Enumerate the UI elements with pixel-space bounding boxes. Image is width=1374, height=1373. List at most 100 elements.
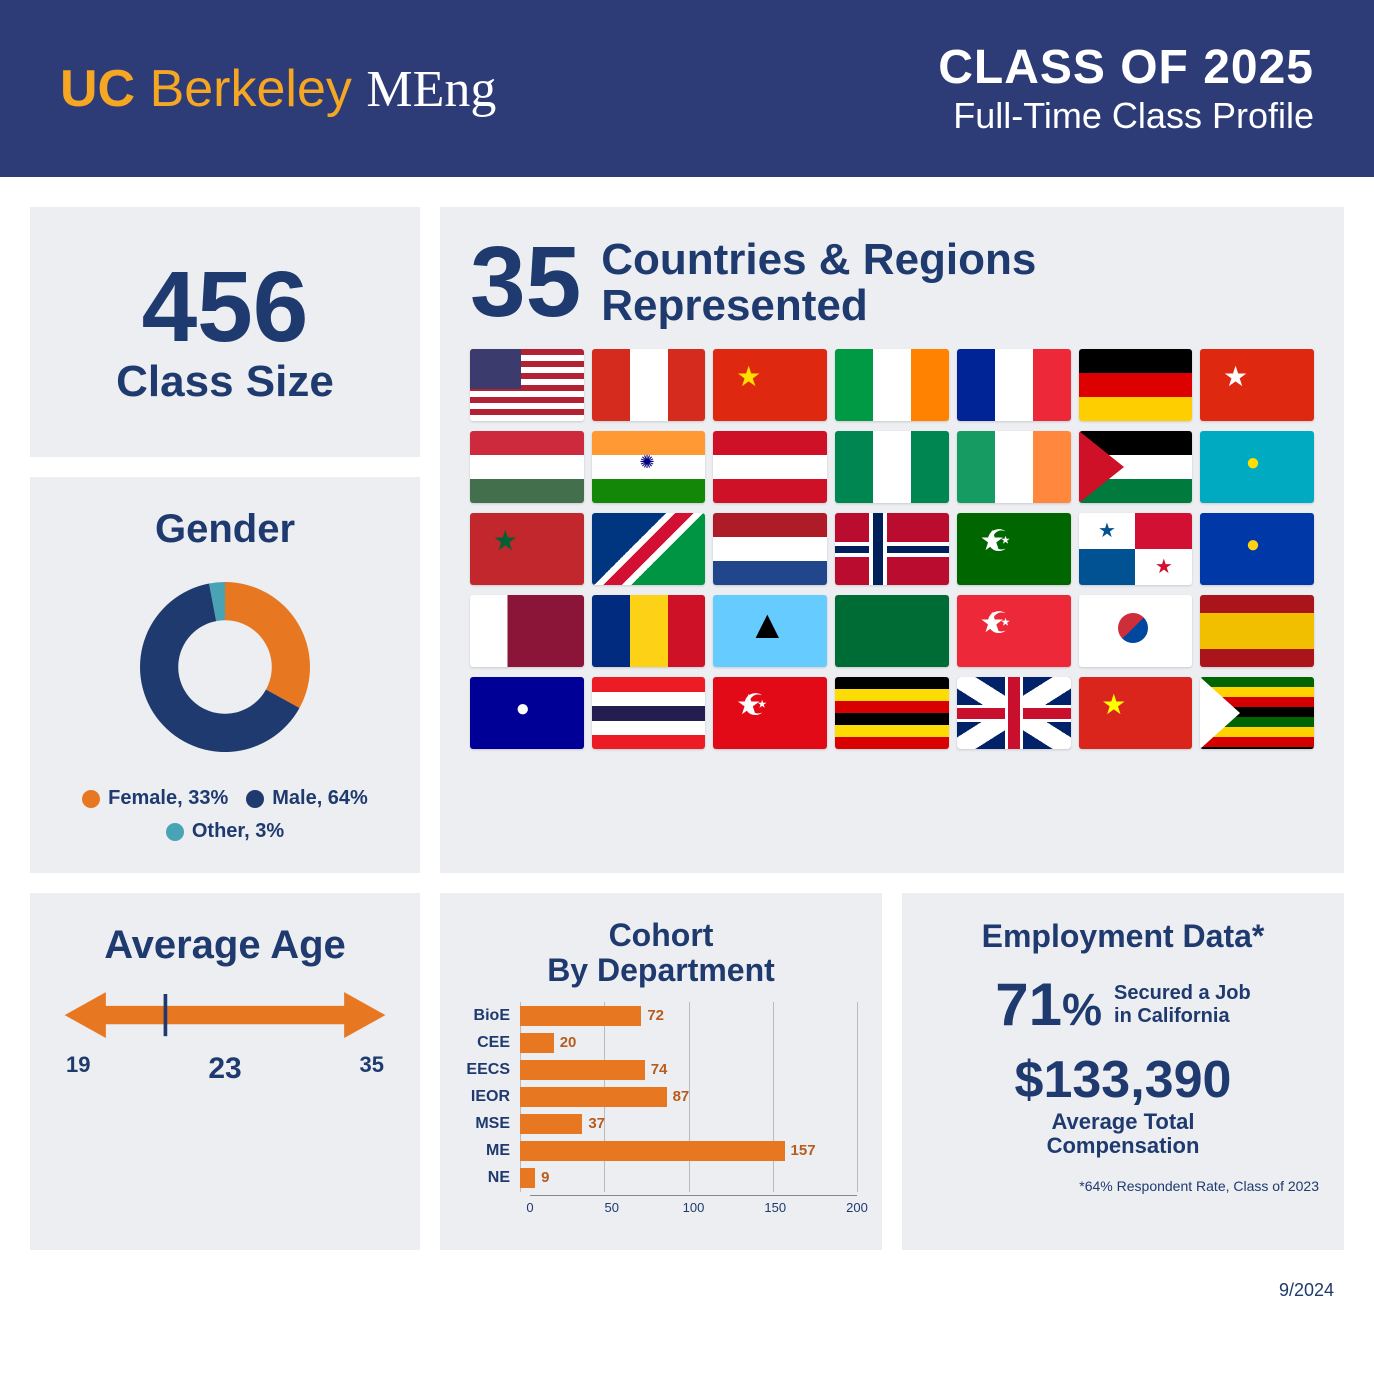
bar-track: 37 — [520, 1114, 857, 1134]
flag-icon — [1200, 677, 1314, 749]
age-title: Average Age — [60, 923, 390, 968]
bar-row: IEOR 87 — [465, 1087, 857, 1107]
age-min: 19 — [66, 1052, 90, 1086]
flag-icon — [592, 513, 706, 585]
page-title: CLASS OF 2025 — [938, 40, 1314, 95]
flag-icon: ★☪ — [957, 513, 1071, 585]
bar-track: 9 — [520, 1168, 857, 1188]
flag-icon: ★☪ — [713, 677, 827, 749]
cohort-title: CohortBy Department — [465, 918, 857, 988]
bar-track: 72 — [520, 1006, 857, 1026]
flag-icon — [835, 513, 949, 585]
bar-row: ME 157 — [465, 1141, 857, 1161]
flag-icon: ● — [1200, 431, 1314, 503]
flag-icon — [835, 677, 949, 749]
flag-icon — [957, 349, 1071, 421]
employment-pct: 71% — [995, 975, 1102, 1035]
bar-label: CEE — [465, 1034, 520, 1052]
legend-swatch — [246, 790, 264, 808]
header: UC Berkeley MEng CLASS OF 2025 Full-Time… — [0, 0, 1374, 177]
bar-row: MSE 37 — [465, 1114, 857, 1134]
employment-note: *64% Respondent Rate, Class of 2023 — [927, 1178, 1319, 1194]
flag-icon: ★ — [713, 349, 827, 421]
bar-fill — [520, 1033, 554, 1053]
cohort-card: CohortBy Department BioE72 CEE 20 EECS 74 IEO… — [440, 893, 882, 1250]
legend-swatch — [166, 823, 184, 841]
bar-label: ME — [465, 1142, 520, 1160]
logo: UC Berkeley MEng — [60, 59, 496, 119]
flag-icon — [592, 595, 706, 667]
logo-berkeley: Berkeley — [150, 60, 352, 118]
bar-row: BioE72 — [465, 1006, 857, 1026]
legend-item: Female, 33% — [82, 787, 228, 810]
bar-value: 87 — [673, 1087, 690, 1107]
flag-icon — [957, 431, 1071, 503]
bar-value: 157 — [791, 1141, 816, 1161]
flag-icon — [713, 513, 827, 585]
gender-legend: Female, 33% Male, 64% Other, 3% — [60, 787, 390, 843]
flag-icon — [1079, 431, 1193, 503]
header-right: CLASS OF 2025 Full-Time Class Profile — [938, 40, 1314, 137]
footer-date: 9/2024 — [0, 1280, 1374, 1321]
age-max: 35 — [360, 1052, 384, 1086]
countries-value: 35 — [470, 237, 581, 327]
bar-fill — [520, 1114, 582, 1134]
flags-grid: ★★✺●★★☪★★●▲★☪●★☪★ — [470, 349, 1314, 749]
legend-swatch — [82, 790, 100, 808]
cohort-bar-chart: BioE72CEE20EECS74IEOR87MSE37ME157NE90501… — [465, 1006, 857, 1225]
gender-donut-chart — [125, 567, 325, 767]
employment-card: Employment Data* 71% Secured a Jobin Cal… — [902, 893, 1344, 1250]
employment-salary-label: Average TotalCompensation — [927, 1110, 1319, 1158]
flag-icon — [835, 349, 949, 421]
legend-item: Male, 64% — [246, 787, 368, 810]
bar-track: 74 — [520, 1060, 857, 1080]
bar-fill — [520, 1060, 645, 1080]
flag-icon — [1079, 595, 1193, 667]
bar-value: 74 — [651, 1060, 668, 1080]
flag-icon — [470, 595, 584, 667]
bar-fill — [520, 1087, 667, 1107]
bar-label: EECS — [465, 1061, 520, 1079]
bar-row: EECS 74 — [465, 1060, 857, 1080]
class-size-card: 456 Class Size — [30, 207, 420, 457]
bar-label: MSE — [465, 1115, 520, 1133]
bar-label: IEOR — [465, 1088, 520, 1106]
age-card: Average Age 19 23 35 — [30, 893, 420, 1250]
bar-value: 20 — [560, 1033, 577, 1053]
employment-salary: $133,390 — [927, 1050, 1319, 1110]
legend-item: Other, 3% — [166, 820, 284, 843]
class-size-value: 456 — [60, 257, 390, 357]
flag-icon: ✺ — [592, 431, 706, 503]
page-subtitle: Full-Time Class Profile — [938, 95, 1314, 137]
countries-label: Countries & RegionsRepresented — [601, 237, 1036, 329]
flag-icon: ● — [1200, 513, 1314, 585]
bar-value: 37 — [588, 1114, 605, 1134]
employment-title: Employment Data* — [927, 918, 1319, 955]
flag-icon: ★ — [1200, 349, 1314, 421]
bar-row: NE9 — [465, 1168, 857, 1188]
bar-row: CEE 20 — [465, 1033, 857, 1053]
bar-fill — [520, 1141, 785, 1161]
gender-card: Gender Female, 33% Male, 64% Other, 3% — [30, 477, 420, 873]
flag-icon: ★★ — [1079, 513, 1193, 585]
flag-icon — [1079, 349, 1193, 421]
flag-icon — [592, 349, 706, 421]
flag-icon: ● — [470, 677, 584, 749]
logo-meng: MEng — [366, 61, 496, 118]
flag-icon — [957, 677, 1071, 749]
bar-track: 20 — [520, 1033, 857, 1053]
flag-icon: ▲ — [713, 595, 827, 667]
age-arrow-icon — [60, 983, 390, 1047]
gender-title: Gender — [60, 507, 390, 552]
flag-icon — [470, 431, 584, 503]
flag-icon — [713, 431, 827, 503]
flag-icon: ★ — [1079, 677, 1193, 749]
flag-icon: ★ — [470, 513, 584, 585]
bar-fill — [520, 1168, 535, 1188]
bar-fill — [520, 1006, 641, 1026]
flag-icon — [835, 595, 949, 667]
content-grid: 456 Class Size 35 Countries & RegionsRep… — [0, 177, 1374, 1280]
bar-track: 157 — [520, 1141, 857, 1161]
flag-icon: ★☪ — [957, 595, 1071, 667]
bar-value: 72 — [647, 1006, 664, 1026]
